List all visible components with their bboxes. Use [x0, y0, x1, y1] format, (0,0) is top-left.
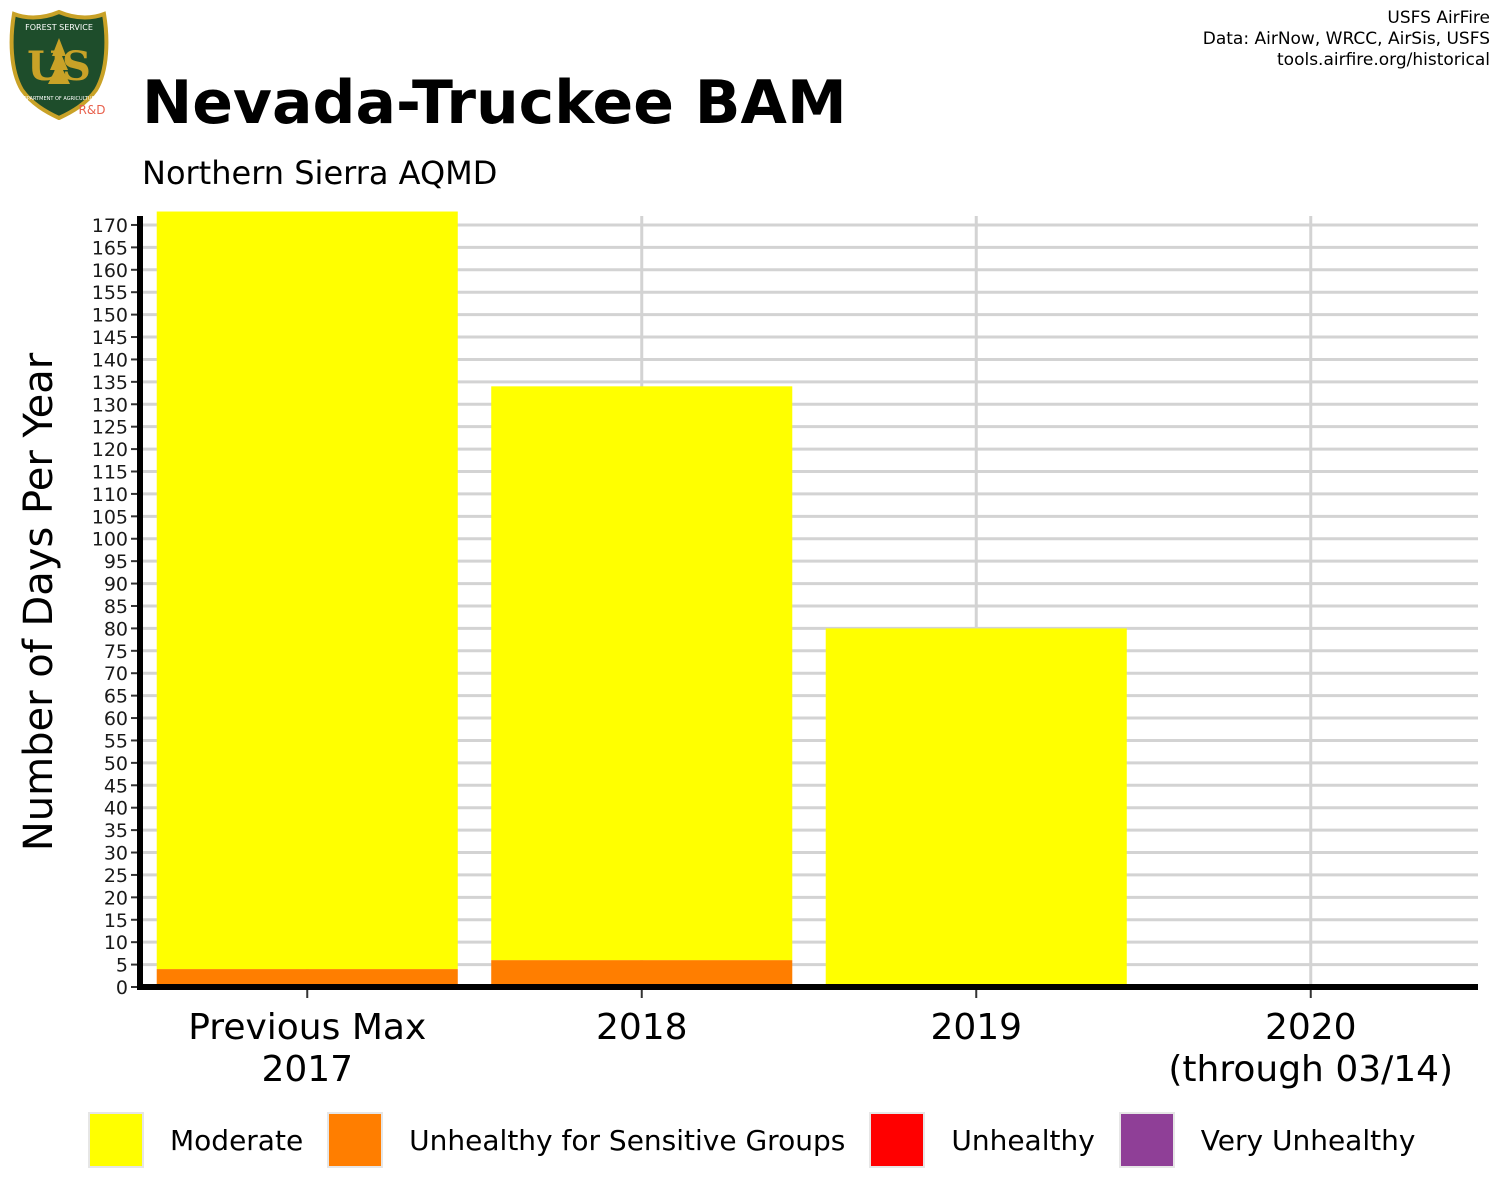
y-tick-label: 120 [92, 439, 128, 461]
y-tick-label: 20 [104, 887, 128, 909]
legend-label: Moderate [170, 1123, 304, 1157]
y-tick-label: 45 [104, 775, 128, 797]
y-tick-label: 135 [92, 372, 128, 394]
legend-label: Unhealthy for Sensitive Groups [409, 1123, 846, 1157]
logo-top-text: FOREST SERVICE [25, 23, 93, 32]
y-tick-label: 145 [92, 327, 128, 349]
logo-bottom-text: DEPARTMENT OF AGRICULTURE [20, 96, 98, 102]
y-tick-label: 5 [116, 955, 128, 977]
y-tick-label: 100 [92, 529, 128, 551]
x-tick-label: (through 03/14) [1168, 1049, 1453, 1090]
y-tick-label: 0 [116, 977, 128, 999]
usfs-shield-logo: FOREST SERVICE US DEPARTMENT OF AGRICULT… [9, 9, 109, 120]
bar-segment-unhealthy-for-sensitive-groups [491, 960, 793, 987]
y-tick-label: 130 [92, 394, 128, 416]
y-tick-label: 65 [104, 686, 128, 708]
y-tick-label: 160 [92, 260, 128, 282]
y-axis-label: Number of Days Per Year [16, 352, 62, 851]
tree-icon [48, 38, 70, 84]
y-tick-label: 155 [92, 282, 128, 304]
y-tick-label: 10 [104, 932, 128, 954]
y-tick-label: 75 [104, 641, 128, 663]
bars [156, 211, 1127, 987]
legend-swatch [869, 1112, 926, 1168]
x-tick-label: 2018 [596, 1007, 688, 1048]
legend: Moderate Unhealthy for Sensitive Groups Un… [88, 1110, 1439, 1170]
credit-line-data: Data: AirNow, WRCC, AirSis, USFS [1202, 29, 1490, 49]
y-tick-label: 140 [92, 349, 128, 371]
credits: USFS AirFire Data: AirNow, WRCC, AirSis,… [1203, 8, 1490, 71]
x-tick-label: 2019 [930, 1007, 1022, 1048]
y-tick-label: 70 [104, 663, 128, 685]
credit-line-url: tools.airfire.org/historical [1277, 50, 1490, 70]
y-tick-label: 35 [104, 820, 128, 842]
bar-chart: 0510152025303540455055606570758085909510… [16, 211, 1478, 1090]
y-tick-label: 30 [104, 843, 128, 865]
y-tick-label: 50 [104, 753, 128, 775]
legend-item: Unhealthy [869, 1112, 1095, 1168]
y-tick-label: 15 [104, 910, 128, 932]
legend-item: Very Unhealthy [1118, 1112, 1416, 1168]
page-subtitle: Northern Sierra AQMD [142, 154, 498, 192]
y-tick-label: 90 [104, 574, 128, 596]
y-tick-label: 105 [92, 506, 128, 528]
y-tick-label: 25 [104, 865, 128, 887]
y-tick-label: 165 [92, 237, 128, 259]
legend-item: Unhealthy for Sensitive Groups [327, 1112, 845, 1168]
bar-segment-moderate [825, 628, 1127, 987]
y-tick-label: 40 [104, 798, 128, 820]
y-tick-label: 95 [104, 551, 128, 573]
y-tick-label: 110 [92, 484, 128, 506]
bar-segment-moderate [491, 386, 793, 961]
y-tick-label: 60 [104, 708, 128, 730]
y-tick-label: 55 [104, 730, 128, 752]
x-tick-label: 2020 [1265, 1007, 1357, 1048]
page-title: Nevada-Truckee BAM [142, 68, 847, 138]
x-tick-label: 2017 [261, 1049, 353, 1090]
legend-swatch [1118, 1112, 1175, 1168]
legend-label: Unhealthy [951, 1123, 1095, 1157]
y-tick-label: 80 [104, 618, 128, 640]
y-tick-label: 170 [92, 215, 128, 237]
legend-swatch [327, 1112, 384, 1168]
bar-segment-unhealthy-for-sensitive-groups [156, 969, 458, 987]
x-tick-label: Previous Max [188, 1007, 426, 1048]
legend-label: Very Unhealthy [1200, 1123, 1416, 1157]
bar-segment-moderate [156, 211, 458, 970]
y-tick-label: 125 [92, 417, 128, 439]
legend-swatch [88, 1112, 144, 1168]
axes: 0510152025303540455055606570758085909510… [92, 215, 1478, 1090]
logo-tag: R&D [79, 103, 106, 117]
credit-line-source: USFS AirFire [1387, 8, 1490, 28]
y-tick-label: 85 [104, 596, 128, 618]
y-tick-label: 115 [92, 462, 128, 484]
y-tick-label: 150 [92, 305, 128, 327]
legend-item: Moderate [88, 1112, 303, 1168]
